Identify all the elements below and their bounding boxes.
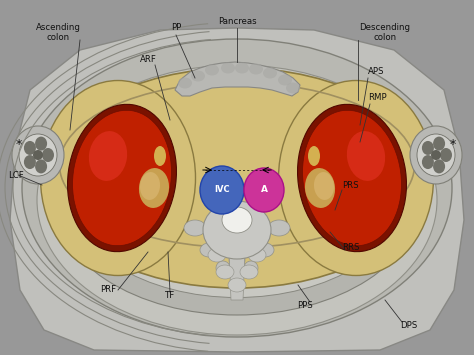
Ellipse shape [52,75,422,315]
Ellipse shape [440,148,452,162]
Ellipse shape [410,126,462,184]
Polygon shape [10,28,464,352]
Ellipse shape [244,168,284,212]
Text: RRS: RRS [342,244,359,252]
Text: Descending: Descending [359,23,410,33]
Ellipse shape [256,243,274,257]
Ellipse shape [422,141,434,155]
Ellipse shape [240,265,258,279]
Ellipse shape [235,62,249,73]
Ellipse shape [203,201,271,259]
Text: RMP: RMP [368,93,387,103]
Ellipse shape [263,67,277,78]
Ellipse shape [268,220,290,236]
Text: colon: colon [374,33,397,43]
Ellipse shape [286,82,300,93]
Ellipse shape [228,278,246,292]
Text: APS: APS [368,67,384,76]
Text: PRS: PRS [342,180,359,190]
Text: Pancreas: Pancreas [218,17,256,27]
Ellipse shape [24,155,36,169]
Ellipse shape [347,131,385,181]
Ellipse shape [221,62,235,73]
Ellipse shape [184,220,206,236]
Ellipse shape [205,65,219,76]
Ellipse shape [89,131,127,181]
Ellipse shape [278,75,292,86]
Ellipse shape [19,134,57,176]
Ellipse shape [422,155,434,169]
Ellipse shape [37,65,437,335]
Ellipse shape [33,150,43,160]
Ellipse shape [35,159,47,173]
Ellipse shape [302,110,401,246]
Ellipse shape [216,261,230,275]
Ellipse shape [200,166,244,214]
Text: A: A [261,186,267,195]
Ellipse shape [22,39,452,337]
Ellipse shape [140,172,160,200]
Ellipse shape [305,168,335,208]
Ellipse shape [154,146,166,166]
Ellipse shape [417,134,455,176]
Ellipse shape [67,82,407,297]
Ellipse shape [229,250,245,270]
Ellipse shape [178,77,192,88]
Text: PP: PP [171,23,181,33]
Ellipse shape [298,104,407,252]
Text: PRF: PRF [100,285,116,295]
Ellipse shape [248,248,266,262]
Ellipse shape [314,172,334,200]
Ellipse shape [12,126,64,184]
Ellipse shape [431,150,441,160]
Ellipse shape [73,110,172,246]
Ellipse shape [222,207,252,233]
Ellipse shape [191,71,205,82]
Ellipse shape [40,81,195,275]
Text: *: * [450,138,456,151]
Ellipse shape [308,146,320,166]
Ellipse shape [244,261,258,275]
Text: LCF: LCF [8,170,24,180]
Ellipse shape [216,265,234,279]
Text: *: * [16,138,22,151]
Polygon shape [175,62,300,96]
Text: TF: TF [165,290,175,300]
Ellipse shape [208,248,226,262]
Polygon shape [229,250,245,300]
Text: IVC: IVC [214,186,230,195]
Text: ARF: ARF [139,55,156,65]
Text: Ascending: Ascending [36,23,81,33]
Ellipse shape [35,137,47,151]
Ellipse shape [200,243,218,257]
Text: PPS: PPS [297,300,313,310]
Text: DPS: DPS [400,321,417,329]
Ellipse shape [433,137,445,151]
Ellipse shape [433,159,445,173]
Ellipse shape [42,148,54,162]
Ellipse shape [279,81,434,275]
Ellipse shape [67,104,176,252]
Ellipse shape [139,168,169,208]
Ellipse shape [24,141,36,155]
Text: colon: colon [46,33,70,43]
Ellipse shape [249,64,263,75]
Ellipse shape [47,68,427,288]
